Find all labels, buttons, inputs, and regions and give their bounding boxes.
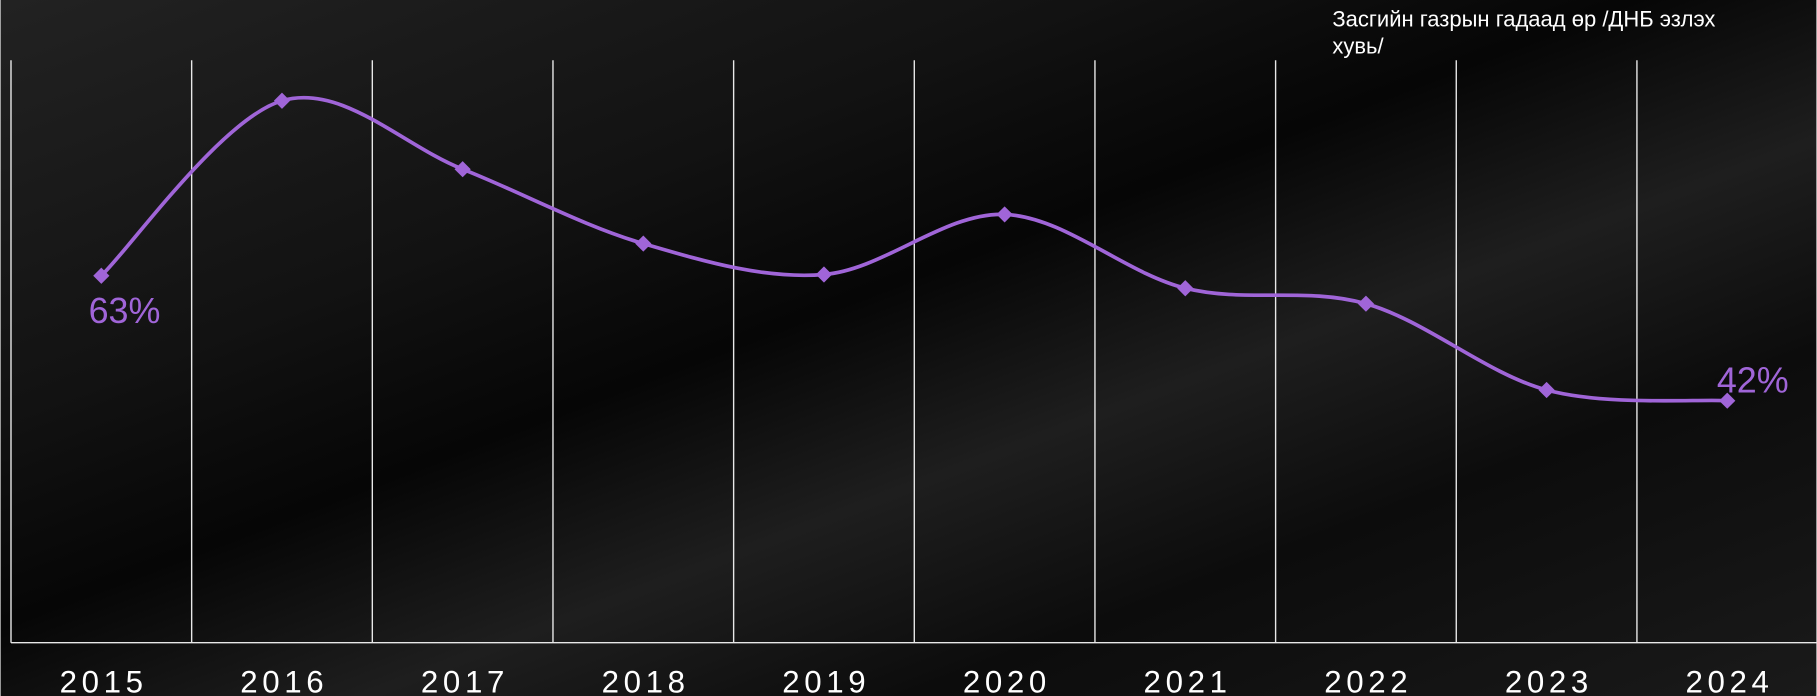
- plot: 2015 2016 2017 2018 2019 2020 2021 2022 2023 2024…: [10, 60, 1817, 696]
- x-tick-label: 2019: [782, 665, 870, 696]
- x-tick-label: 2017: [421, 665, 509, 696]
- line: [100, 95, 1728, 403]
- x-tick-label: 2020: [963, 665, 1051, 696]
- x-tick-label: 2015: [60, 665, 148, 696]
- marker: [273, 92, 291, 109]
- x-tick-label: 2023: [1505, 665, 1593, 696]
- value-label: 63%: [89, 291, 161, 331]
- x-tick-label: 2016: [240, 665, 328, 696]
- value-label: 42%: [1717, 361, 1789, 401]
- x-tick-label: 2021: [1144, 665, 1232, 696]
- chart-title: Засгийн газрын гадаад өр /ДНБ эзлэх хувь…: [1332, 8, 1716, 60]
- x-tick-label: 2022: [1324, 665, 1412, 696]
- x-tick-label: 2024: [1686, 665, 1774, 696]
- marker: [1538, 381, 1555, 399]
- marker: [1177, 280, 1194, 297]
- marker: [1719, 392, 1736, 409]
- x-tick-label: 2018: [602, 665, 690, 696]
- marker: [815, 266, 833, 283]
- title-box: Засгийн газрын гадаад өр /ДНБ эзлэх хувь…: [1332, 8, 1716, 60]
